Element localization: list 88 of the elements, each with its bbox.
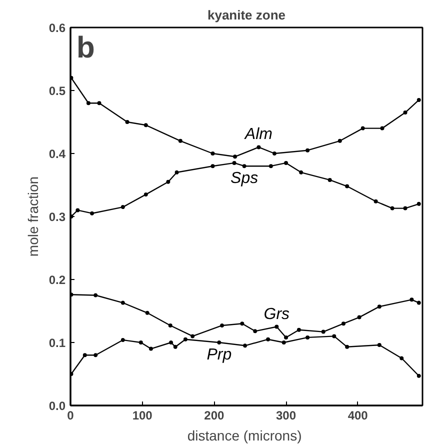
point (253, 329, 258, 334)
point (86, 101, 90, 106)
point (266, 337, 270, 342)
y-tick-label: 0.0 (48, 399, 66, 413)
x-tick-label: 100 (132, 408, 153, 422)
x-axis-title: distance (microns) (187, 428, 302, 444)
x-tick-label: 300 (276, 408, 296, 422)
point (284, 335, 288, 340)
point (82, 353, 87, 358)
point (178, 138, 182, 143)
point (94, 293, 98, 298)
x-tick-label: 200 (204, 408, 225, 422)
point (272, 152, 277, 156)
annotation: b (76, 32, 95, 64)
series-label: Alm (244, 126, 272, 144)
point (299, 170, 304, 174)
point (416, 374, 421, 378)
series-label: Grs (264, 306, 290, 323)
point (174, 170, 179, 174)
point (232, 160, 236, 165)
point (403, 206, 408, 210)
y-tick-label: 0.6 (48, 21, 66, 35)
y-tick-label: 0.2 (48, 273, 66, 287)
point (256, 145, 261, 150)
point (345, 344, 350, 349)
y-tick-label: 0.1 (48, 336, 66, 350)
chart-title: kyanite zone (207, 8, 286, 22)
point (377, 304, 382, 309)
point (90, 211, 94, 216)
point (144, 123, 148, 128)
point (168, 323, 172, 328)
point (416, 300, 421, 305)
point (274, 324, 279, 329)
point (145, 310, 150, 315)
point (282, 340, 286, 344)
point (338, 138, 342, 143)
y-tick-label: 0.3 (48, 210, 66, 224)
series-label: Prp (206, 346, 232, 364)
point (341, 322, 346, 326)
point (410, 298, 414, 302)
point (377, 343, 382, 348)
y-axis-title: mole fraction (24, 176, 41, 257)
point (144, 192, 148, 196)
point (120, 338, 125, 342)
point (321, 330, 326, 334)
point (284, 160, 288, 165)
point (183, 337, 188, 342)
point (210, 152, 215, 156)
point (120, 205, 125, 210)
point (380, 126, 384, 130)
point (97, 101, 102, 106)
point (374, 199, 378, 204)
point (332, 334, 336, 338)
point (217, 340, 222, 344)
point (148, 346, 153, 351)
point (328, 178, 332, 182)
point (268, 164, 273, 168)
point (94, 353, 98, 358)
series-label: Sps (230, 170, 258, 188)
point (306, 335, 310, 340)
x-tick-label: 0 (67, 408, 74, 422)
point (138, 340, 143, 344)
point (416, 98, 421, 102)
point (220, 323, 224, 328)
point (125, 120, 130, 124)
point (296, 328, 301, 332)
point (400, 356, 404, 360)
point (166, 180, 170, 184)
point (360, 126, 365, 130)
x-tick-label: 400 (348, 408, 368, 422)
y-tick-label: 0.4 (48, 147, 66, 161)
point (120, 300, 125, 305)
point (240, 322, 244, 326)
point (76, 208, 80, 212)
point (403, 110, 408, 115)
point (357, 315, 362, 320)
point (169, 340, 174, 344)
point (243, 344, 248, 348)
point (390, 206, 394, 210)
point (345, 184, 350, 188)
point (416, 202, 421, 206)
y-tick-label: 0.5 (48, 84, 66, 98)
point (210, 164, 215, 168)
point (190, 334, 195, 338)
point (306, 148, 310, 152)
point (242, 164, 246, 168)
point (173, 344, 178, 349)
point (233, 154, 238, 159)
